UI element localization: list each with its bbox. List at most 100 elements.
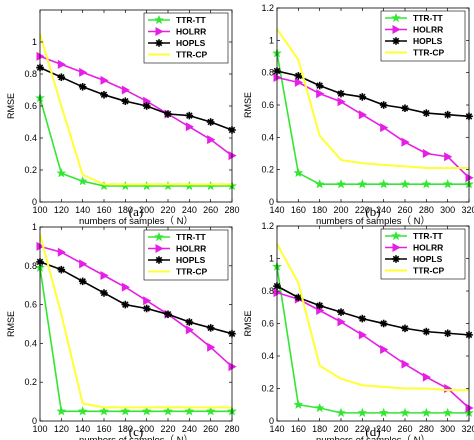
- y-tick-label: 0.4: [261, 351, 274, 361]
- data-point-holrr: [337, 317, 346, 327]
- legend-entry-hopls: HOPLS: [176, 38, 206, 48]
- asterisk-stroke: [155, 256, 163, 264]
- asterisk-stroke: [79, 278, 86, 285]
- data-point-hopls: [358, 314, 367, 323]
- asterisk-stroke: [164, 311, 172, 318]
- asterisk-stroke: [392, 37, 400, 45]
- x-tick-label: 140: [269, 205, 284, 215]
- asterisk-stroke: [186, 318, 193, 326]
- y-axis-label: RMSE: [6, 93, 16, 119]
- legend-marker-ttr-tt: [154, 14, 164, 25]
- x-tick-label: 120: [54, 424, 69, 434]
- asterisk-stroke: [143, 102, 150, 110]
- x-tick-label: 140: [75, 424, 90, 434]
- y-axis-label: RMSE: [6, 311, 16, 337]
- legend-entry-ttr-tt: TTR-TT: [413, 231, 444, 241]
- data-point-ttr-tt: [77, 176, 88, 186]
- series-line-holrr: [39, 55, 233, 157]
- x-tick-label: 260: [203, 205, 218, 215]
- series-line-ttr-tt: [276, 266, 469, 414]
- legend-entry-ttr-tt: TTR-TT: [176, 232, 207, 242]
- data-point-holrr: [337, 97, 346, 107]
- data-point-ttr-tt: [378, 179, 389, 189]
- asterisk-stroke: [380, 101, 387, 109]
- data-point-hopls: [401, 104, 409, 113]
- data-point-holrr: [358, 330, 367, 340]
- asterisk-stroke: [337, 308, 345, 316]
- legend-marker-holrr: [155, 243, 164, 254]
- asterisk-stroke: [401, 104, 409, 112]
- data-point-hopls: [401, 324, 409, 333]
- x-tick-label: 320: [461, 205, 474, 215]
- x-tick-label: 160: [291, 205, 306, 215]
- x-tick-label: 260: [397, 424, 412, 434]
- data-point-hopls: [379, 101, 388, 109]
- y-tick-label: 0: [32, 416, 37, 426]
- legend-marker-ttr-tt: [154, 231, 164, 242]
- x-tick-label: 220: [355, 424, 370, 434]
- data-point-hopls: [121, 300, 130, 309]
- data-point-holrr: [401, 137, 410, 147]
- asterisk-stroke: [337, 90, 345, 97]
- series-line-ttr-cp: [276, 28, 469, 170]
- data-point-ttr-tt: [77, 406, 88, 416]
- legend-marker-holrr: [392, 242, 401, 253]
- data-point-hopls: [185, 111, 194, 120]
- y-tick-label: 0: [269, 416, 274, 426]
- y-tick-label: 0.4: [261, 132, 274, 142]
- y-tick-label: 1: [32, 37, 37, 47]
- data-point-ttr-tt: [163, 406, 173, 416]
- data-point-ttr-tt: [421, 179, 432, 189]
- y-tick-label: 0.6: [261, 100, 274, 110]
- y-tick-label: 0.2: [261, 165, 274, 175]
- x-tick-label: 120: [54, 205, 69, 215]
- data-point-hopls: [121, 97, 130, 105]
- panel-label: (b): [365, 204, 380, 219]
- asterisk-stroke: [444, 111, 451, 118]
- x-tick-label: 100: [32, 205, 47, 215]
- legend-marker-hopls: [392, 37, 400, 45]
- data-point-hopls: [315, 81, 324, 90]
- x-tick-label: 180: [118, 205, 133, 215]
- data-point-ttr-tt: [400, 179, 410, 189]
- asterisk-stroke: [122, 301, 129, 308]
- x-tick-label: 140: [75, 205, 90, 215]
- data-point-holrr: [422, 148, 431, 159]
- y-tick-label: 0: [32, 197, 37, 207]
- legend-marker-holrr: [392, 24, 401, 35]
- data-point-hopls: [206, 118, 215, 126]
- asterisk-stroke: [392, 255, 400, 263]
- data-point-holrr: [444, 152, 453, 162]
- y-tick-label: 1.2: [261, 221, 274, 231]
- x-axis-label: numbers of samples（ N）: [316, 215, 430, 227]
- asterisk-stroke: [58, 73, 65, 81]
- legend-marker-hopls: [155, 256, 163, 264]
- data-point-ttr-tt: [336, 179, 346, 189]
- data-point-hopls: [142, 102, 151, 110]
- x-tick-label: 220: [160, 205, 175, 215]
- y-axis-label: RMSE: [243, 310, 253, 336]
- data-point-holrr: [100, 75, 109, 85]
- x-tick-label: 140: [269, 424, 284, 434]
- y-tick-label: 0.2: [24, 377, 37, 387]
- data-point-ttr-tt: [184, 406, 195, 416]
- data-point-ttr-tt: [314, 179, 325, 189]
- data-point-hopls: [294, 293, 303, 302]
- legend-entry-ttr-cp: TTR-CP: [413, 48, 444, 58]
- data-point-hopls: [164, 310, 172, 319]
- y-tick-label: 0.8: [261, 68, 274, 78]
- legend-entry-hopls: HOPLS: [413, 254, 443, 264]
- x-tick-label: 200: [333, 424, 348, 434]
- y-tick-label: 0.8: [24, 69, 37, 79]
- legend-marker-ttr-tt: [391, 230, 401, 241]
- legend-marker-holrr: [155, 26, 164, 37]
- data-point-ttr-tt: [336, 407, 346, 417]
- data-point-ttr-tt: [378, 407, 389, 417]
- data-point-hopls: [78, 277, 87, 286]
- x-tick-label: 160: [96, 205, 111, 215]
- y-tick-label: 1: [32, 222, 37, 232]
- data-point-holrr: [380, 123, 389, 133]
